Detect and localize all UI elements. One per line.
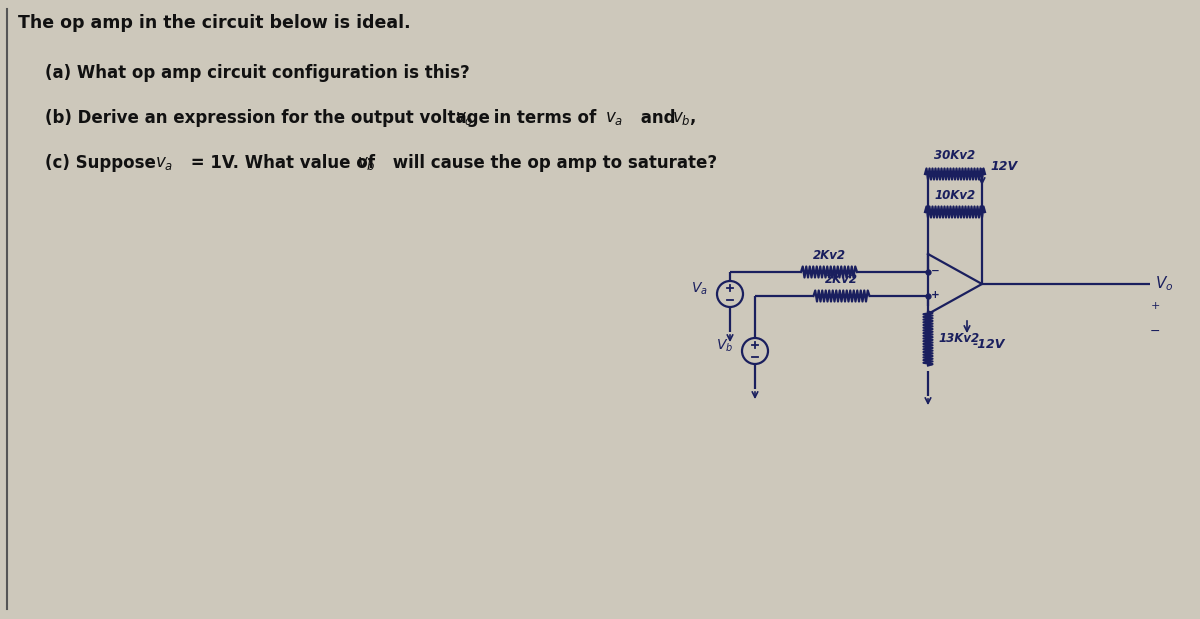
- Text: $\mathit{v_o}$: $\mathit{v_o}$: [455, 109, 474, 127]
- Text: −: −: [1150, 324, 1160, 337]
- Text: 12V: 12V: [990, 160, 1018, 173]
- Text: The op amp in the circuit below is ideal.: The op amp in the circuit below is ideal…: [18, 14, 410, 32]
- Text: and: and: [635, 109, 682, 127]
- Text: (c) Suppose: (c) Suppose: [46, 154, 162, 172]
- Text: 30Kv2: 30Kv2: [935, 149, 976, 162]
- Text: (a) What op amp circuit configuration is this?: (a) What op amp circuit configuration is…: [46, 64, 469, 82]
- Text: $\mathit{v_a}$: $\mathit{v_a}$: [605, 109, 623, 127]
- Text: 13Kv2: 13Kv2: [938, 332, 979, 345]
- Text: $\mathit{v_a}$: $\mathit{v_a}$: [155, 154, 173, 172]
- Text: will cause the op amp to saturate?: will cause the op amp to saturate?: [386, 154, 718, 172]
- Text: (b) Derive an expression for the output voltage: (b) Derive an expression for the output …: [46, 109, 496, 127]
- Text: 10Kv2: 10Kv2: [935, 189, 976, 202]
- Text: in terms of: in terms of: [488, 109, 602, 127]
- Text: $\mathit{V_a}$: $\mathit{V_a}$: [691, 281, 708, 297]
- Text: 2Kv2: 2Kv2: [826, 273, 858, 286]
- Text: −: −: [931, 266, 940, 276]
- Text: $\mathit{v_b}$,: $\mathit{v_b}$,: [672, 109, 696, 127]
- Text: -12V: -12V: [973, 338, 1006, 351]
- Text: $\mathit{V_o}$: $\mathit{V_o}$: [1154, 275, 1174, 293]
- Text: $\mathit{V_b}$: $\mathit{V_b}$: [715, 338, 733, 354]
- Text: +: +: [931, 290, 940, 300]
- Text: +: +: [1151, 301, 1159, 311]
- Text: $\mathit{v_b}$: $\mathit{v_b}$: [358, 154, 376, 172]
- Text: = 1V. What value of: = 1V. What value of: [185, 154, 380, 172]
- Text: 2Kv2: 2Kv2: [812, 249, 846, 262]
